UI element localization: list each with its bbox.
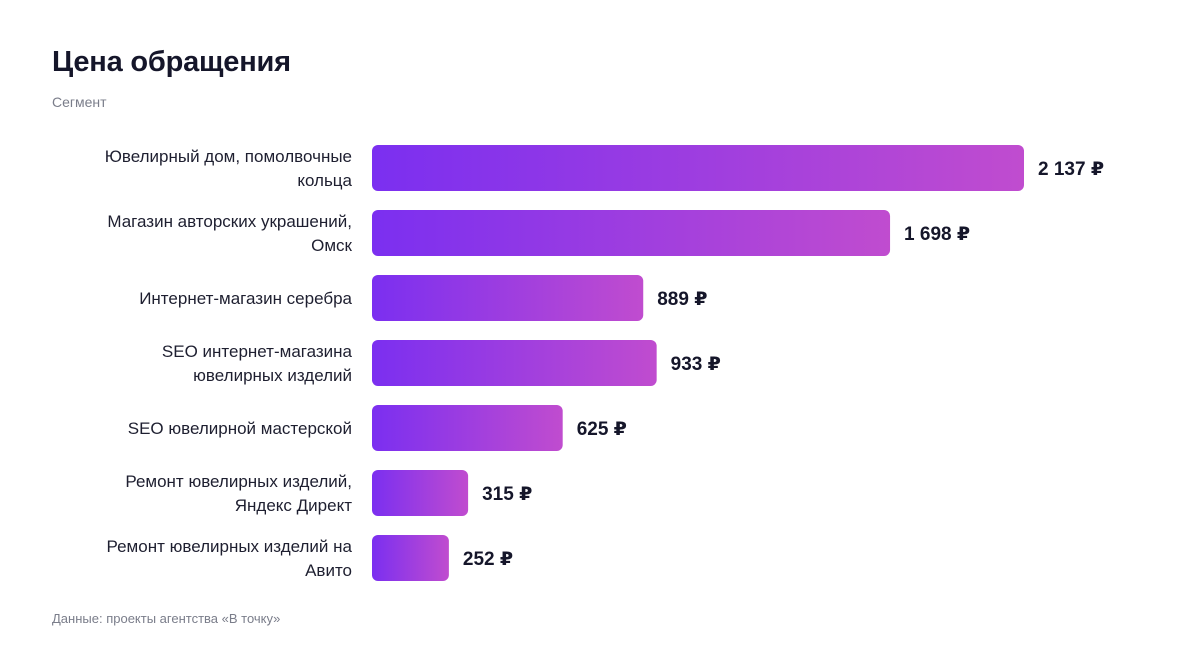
- category-label: SEO ювелирной мастерской: [128, 419, 352, 438]
- value-label: 625 ₽: [577, 419, 627, 440]
- category-label-line: Интернет-магазин серебра: [139, 289, 352, 308]
- bar: [372, 470, 469, 516]
- bar-row: Магазин авторских украшений, Омск 1 698 ₽: [107, 210, 970, 256]
- category-label: Интернет-магазин серебра: [139, 289, 352, 308]
- value-label: 1 698 ₽: [904, 224, 970, 245]
- category-label-line: SEO ювелирной мастерской: [128, 419, 352, 438]
- category-label: SEO интернет-магазина ювелирных изделий: [162, 342, 353, 385]
- data-source-note: Данные: проекты агентства «В точку»: [52, 611, 281, 626]
- category-label: Ремонт ювелирных изделий, Яндекс Директ: [125, 472, 352, 515]
- category-label: Магазин авторских украшений, Омск: [107, 212, 352, 255]
- value-label: 2 137 ₽: [1038, 159, 1104, 180]
- category-label-line: кольца: [297, 171, 352, 190]
- bar-row: SEO ювелирной мастерской 625 ₽: [128, 405, 627, 451]
- bar: [372, 340, 657, 386]
- bar: [372, 145, 1024, 191]
- bar-row: SEO интернет-магазина ювелирных изделий 93…: [162, 340, 721, 386]
- category-label-line: Ремонт ювелирных изделий на: [107, 537, 353, 556]
- value-label: 933 ₽: [671, 354, 721, 375]
- value-label: 315 ₽: [482, 484, 532, 505]
- bar: [372, 210, 891, 256]
- category-label: Ювелирный дом, помолвочные кольца: [105, 147, 353, 190]
- category-label-line: Магазин авторских украшений,: [107, 212, 352, 231]
- category-label-line: Яндекс Директ: [235, 496, 352, 515]
- bar-row: Ремонт ювелирных изделий на Авито 252 ₽: [107, 535, 513, 581]
- bar-row: Интернет-магазин серебра 889 ₽: [139, 275, 707, 321]
- bar: [372, 405, 563, 451]
- chart-title: Цена обращения: [52, 46, 291, 78]
- category-label-line: Ремонт ювелирных изделий,: [125, 472, 352, 491]
- chart-subtitle: Сегмент: [52, 94, 107, 110]
- bar-row: Ювелирный дом, помолвочные кольца 2 137 ₽: [105, 145, 1104, 191]
- category-label-line: Ювелирный дом, помолвочные: [105, 147, 352, 166]
- bar: [372, 535, 449, 581]
- bar-row: Ремонт ювелирных изделий, Яндекс Директ 31…: [125, 470, 532, 516]
- category-label-line: ювелирных изделий: [193, 366, 352, 385]
- category-label-line: Омск: [311, 236, 352, 255]
- bars-group: Ювелирный дом, помолвочные кольца 2 137 ₽ М…: [105, 145, 1104, 581]
- category-label-line: SEO интернет-магазина: [162, 342, 353, 361]
- category-label-line: Авито: [305, 561, 352, 580]
- category-label: Ремонт ювелирных изделий на Авито: [107, 537, 353, 580]
- value-label: 252 ₽: [463, 549, 513, 570]
- bar: [372, 275, 644, 321]
- value-label: 889 ₽: [657, 289, 707, 310]
